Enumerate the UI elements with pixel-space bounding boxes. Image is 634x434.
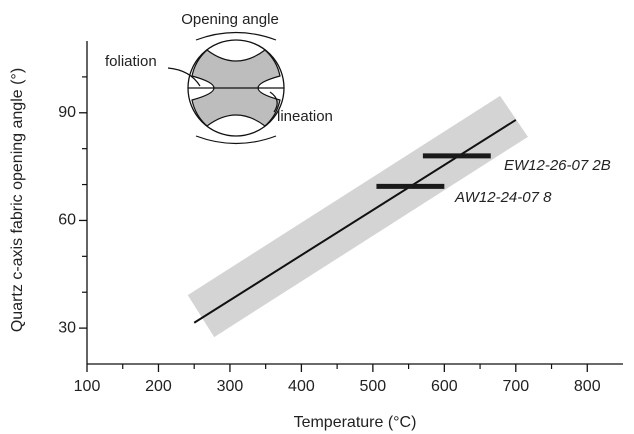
x-tick-label: 400: [288, 378, 315, 395]
inset-label: foliation: [105, 53, 157, 70]
x-axis-title: Temperature (°C): [294, 414, 417, 431]
inset-label: Opening angle: [181, 11, 279, 28]
x-tick-label: 100: [74, 378, 101, 395]
y-tick-label: 60: [58, 212, 76, 229]
x-tick-label: 700: [502, 378, 529, 395]
y-axis-title: Quartz c-axis fabric opening angle (°): [9, 68, 26, 332]
x-tick-label: 300: [217, 378, 244, 395]
inset-pointer: [269, 91, 278, 113]
inset-arrow: [195, 135, 277, 145]
x-tick-label: 200: [145, 378, 172, 395]
plot-area: EW12-26-07 2B AW12-24-07 8 100 200 300 400 500…: [9, 41, 623, 431]
range-label: AW12-24-07 8: [454, 189, 552, 206]
inset-diagram: Opening angle foliation lineation: [105, 11, 333, 145]
x-tick-label: 600: [431, 378, 458, 395]
x-tick-label: 500: [360, 378, 387, 395]
range-label: EW12-26-07 2B: [504, 157, 611, 174]
y-tick-label: 30: [58, 319, 76, 336]
x-tick-label: 800: [574, 378, 601, 395]
trend-line: [193, 119, 517, 324]
y-tick-label: 90: [58, 104, 76, 121]
inset-label: lineation: [277, 108, 333, 125]
inset-pointer: [167, 67, 201, 87]
inset-arrow: [195, 31, 277, 41]
